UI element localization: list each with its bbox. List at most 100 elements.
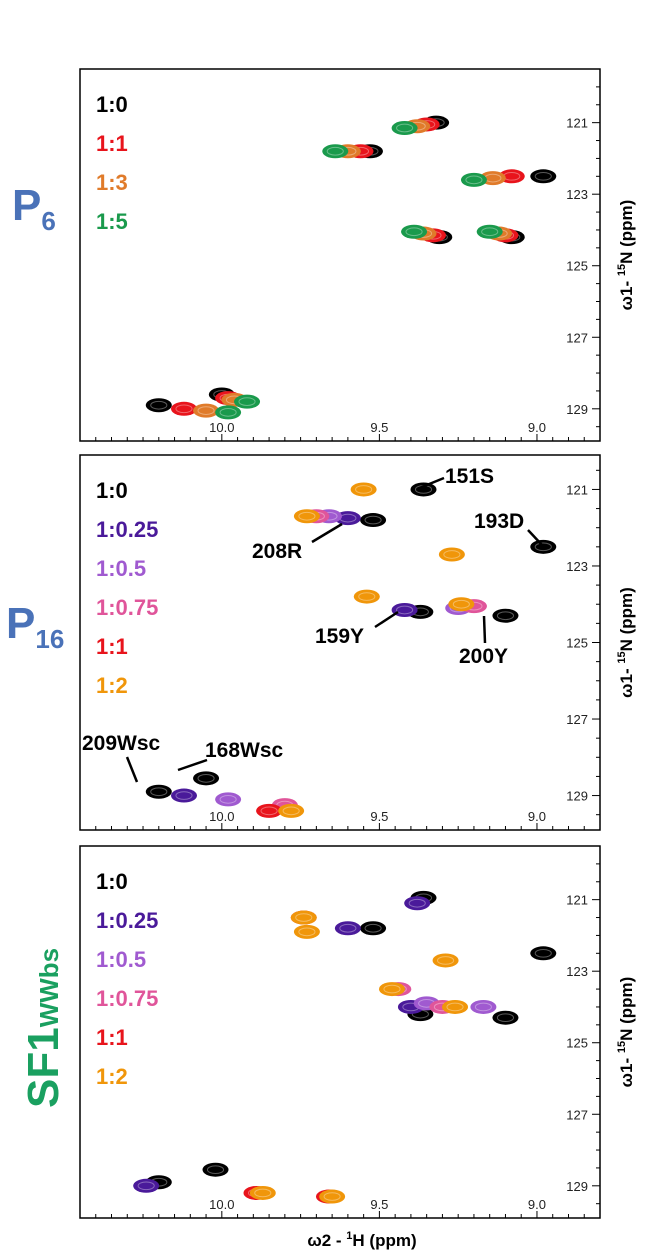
y-axis-title: ω1- 15N (ppm) xyxy=(616,587,636,698)
peak xyxy=(202,1162,229,1177)
y-tick-label: 129 xyxy=(566,402,588,417)
peak xyxy=(234,394,261,409)
peak xyxy=(350,482,377,497)
x-tick-label: 10.0 xyxy=(209,420,234,435)
legend-entry: 1:0 xyxy=(96,869,128,894)
residue-label: 209Wsc xyxy=(82,732,161,755)
y-tick-label: 121 xyxy=(566,893,588,908)
annotation-line xyxy=(311,522,343,544)
legend-entry: 1:0.75 xyxy=(96,595,158,620)
legend-entry: 1:0.75 xyxy=(96,986,158,1011)
series-1-2 xyxy=(278,482,475,818)
peak xyxy=(353,589,380,604)
series-1-5 xyxy=(215,121,503,420)
y-axis-title: ω1- 15N (ppm) xyxy=(616,200,636,311)
annotation-line xyxy=(177,758,208,772)
residue-label: 200Y xyxy=(459,645,508,668)
peak xyxy=(215,405,242,420)
peak xyxy=(319,1189,346,1204)
plot-frame xyxy=(79,845,601,1219)
y-tick-label: 121 xyxy=(566,482,588,497)
plot-frame xyxy=(79,68,601,442)
y-tick-label: 125 xyxy=(566,1036,588,1051)
peak xyxy=(404,896,431,911)
y-tick-label: 121 xyxy=(566,116,588,131)
legend-entry: 1:2 xyxy=(96,673,128,698)
spectrum-panel-1: 10.0 9.5 9.0 121 123 125 127 129 1:0 1:1 1:3 1:5 P6 ω… xyxy=(12,68,636,442)
residue-label: 168Wsc xyxy=(205,739,284,762)
annotation-line xyxy=(416,476,445,491)
peak-layer xyxy=(145,115,557,420)
peak xyxy=(193,403,220,418)
legend: 1:0 1:0.25 1:0.5 1:0.75 1:1 1:2 xyxy=(96,869,158,1089)
x-tick-label: 10.0 xyxy=(209,809,234,824)
series-1-1 xyxy=(256,803,283,818)
legend-entry: 1:5 xyxy=(96,209,128,234)
peak xyxy=(492,1010,519,1025)
peak xyxy=(476,224,503,239)
spectrum-panel-2: 10.0 9.5 9.01211231251271291:01:0.251:0.51… xyxy=(6,454,636,831)
y-tick-label: 129 xyxy=(566,1179,588,1194)
peak xyxy=(322,144,349,159)
panel-label: SF1WWbs xyxy=(19,948,68,1108)
legend: 1:0 1:1 1:3 1:5 xyxy=(96,92,128,234)
residue-label: 193D xyxy=(474,510,524,533)
peak xyxy=(334,921,361,936)
legend-entry: 1:0 xyxy=(96,92,128,117)
peak xyxy=(530,539,557,554)
x-tick-label: 9.5 xyxy=(370,420,388,435)
legend-entry: 1:2 xyxy=(96,1064,128,1089)
legend-entry: 1:0 xyxy=(96,478,128,503)
legend-entry: 1:0.5 xyxy=(96,947,146,972)
legend-entry: 1:0.5 xyxy=(96,556,146,581)
y-tick-label: 127 xyxy=(566,712,588,727)
series-1-0 xyxy=(145,482,557,799)
legend-entry: 1:1 xyxy=(96,634,128,659)
residue-label: 159Y xyxy=(315,625,364,648)
y-tick-label: 123 xyxy=(566,559,588,574)
legend-entry: 1:1 xyxy=(96,131,128,156)
panel-label: P6 xyxy=(12,181,56,236)
y-tick-label: 127 xyxy=(566,330,588,345)
legend-entry: 1:1 xyxy=(96,1025,128,1050)
y-tick-label: 125 xyxy=(566,636,588,651)
peak xyxy=(530,169,557,184)
peak xyxy=(249,1185,276,1200)
axis-ticks xyxy=(79,845,601,1218)
annotation-line xyxy=(482,615,487,644)
peak xyxy=(215,792,242,807)
legend-entry: 1:0.25 xyxy=(96,908,158,933)
peak xyxy=(442,999,469,1014)
peak xyxy=(256,803,283,818)
peak xyxy=(290,910,317,925)
x-tick-label: 9.0 xyxy=(528,809,546,824)
peak xyxy=(391,602,418,617)
peak xyxy=(360,513,387,528)
residue-label: 151S xyxy=(445,465,494,488)
peak xyxy=(438,547,465,562)
spectrum-panel-3: 10.0 9.5 9.01211231251271291:01:0.251:0.51… xyxy=(19,845,636,1219)
peak xyxy=(401,224,428,239)
x-tick-label: 9.0 xyxy=(528,420,546,435)
series-1-2 xyxy=(249,910,469,1204)
y-axis-title: ω1- 15N (ppm) xyxy=(616,977,636,1088)
peak xyxy=(145,784,172,799)
axis-ticks xyxy=(79,68,601,441)
legend-entry: 1:3 xyxy=(96,170,128,195)
y-tick-label: 125 xyxy=(566,259,588,274)
annotation-line xyxy=(527,529,543,546)
peak-layer xyxy=(133,890,557,1204)
peak xyxy=(448,597,475,612)
peak xyxy=(460,172,487,187)
peak xyxy=(133,1178,160,1193)
peak xyxy=(278,803,305,818)
x-axis-title: ω2 - 1H (ppm) xyxy=(307,1230,416,1250)
peak xyxy=(492,608,519,623)
peak xyxy=(171,401,197,416)
peak xyxy=(193,771,220,786)
legend-entry: 1:0.25 xyxy=(96,517,158,542)
x-tick-label: 10.0 xyxy=(209,1197,234,1212)
annotation-line xyxy=(125,756,139,783)
residue-annotations: 151S 208R 193D 159Y 200Y 209Wsc 168Wsc xyxy=(82,465,543,783)
